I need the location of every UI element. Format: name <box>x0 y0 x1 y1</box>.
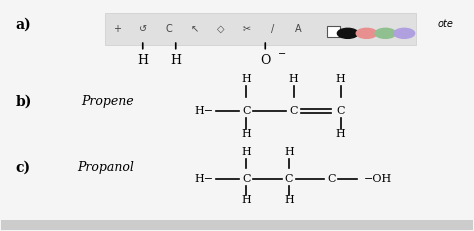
Text: H: H <box>137 54 148 67</box>
Text: H: H <box>242 195 251 205</box>
Text: H: H <box>289 74 299 84</box>
Circle shape <box>394 28 415 38</box>
Text: −: − <box>278 49 286 59</box>
Text: H: H <box>336 74 346 84</box>
Text: C: C <box>337 106 345 116</box>
Text: C: C <box>327 174 336 184</box>
Bar <box>327 27 340 37</box>
Text: −OH: −OH <box>364 174 392 184</box>
Text: H−: H− <box>194 106 214 116</box>
Text: H: H <box>336 129 346 139</box>
Text: H: H <box>284 195 294 205</box>
Text: C: C <box>289 106 298 116</box>
Text: O: O <box>260 54 271 67</box>
Text: H: H <box>170 54 181 67</box>
Text: Propene: Propene <box>82 95 134 108</box>
Circle shape <box>337 28 358 38</box>
Text: C: C <box>284 174 293 184</box>
Bar <box>105 13 416 45</box>
Text: ↺: ↺ <box>139 24 147 34</box>
Circle shape <box>375 28 396 38</box>
Text: +: + <box>113 24 121 34</box>
Circle shape <box>356 28 377 38</box>
Text: /: / <box>271 24 274 34</box>
Text: ote: ote <box>438 19 454 29</box>
Text: ◇: ◇ <box>217 24 224 34</box>
Bar <box>1 220 473 230</box>
Text: H: H <box>242 147 251 157</box>
Text: ↖: ↖ <box>191 24 199 34</box>
Text: a): a) <box>16 17 31 31</box>
Text: A: A <box>295 24 301 34</box>
Text: H: H <box>242 129 251 139</box>
Text: H−: H− <box>194 174 214 184</box>
Text: Propanol: Propanol <box>77 161 134 174</box>
Text: b): b) <box>16 95 32 109</box>
Text: C: C <box>165 24 172 34</box>
Text: H: H <box>284 147 294 157</box>
Text: ✂: ✂ <box>242 24 250 34</box>
Text: C: C <box>242 106 251 116</box>
Text: C: C <box>242 174 251 184</box>
Text: H: H <box>242 74 251 84</box>
Text: c): c) <box>16 161 31 175</box>
